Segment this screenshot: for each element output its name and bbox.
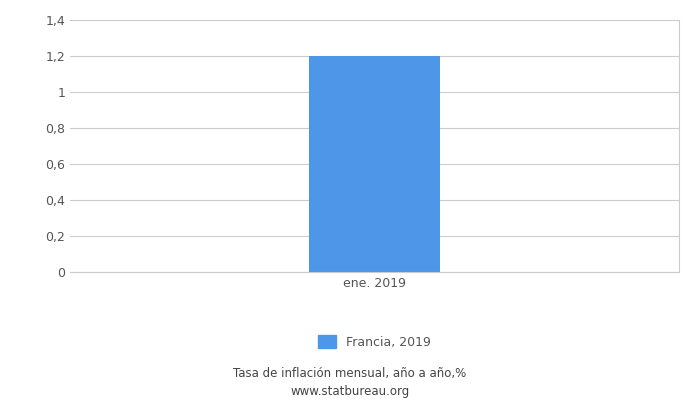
Legend: Francia, 2019: Francia, 2019 bbox=[312, 329, 438, 355]
Bar bbox=[309, 56, 440, 272]
Text: www.statbureau.org: www.statbureau.org bbox=[290, 385, 410, 398]
Text: Tasa de inflación mensual, año a año,%: Tasa de inflación mensual, año a año,% bbox=[233, 368, 467, 380]
